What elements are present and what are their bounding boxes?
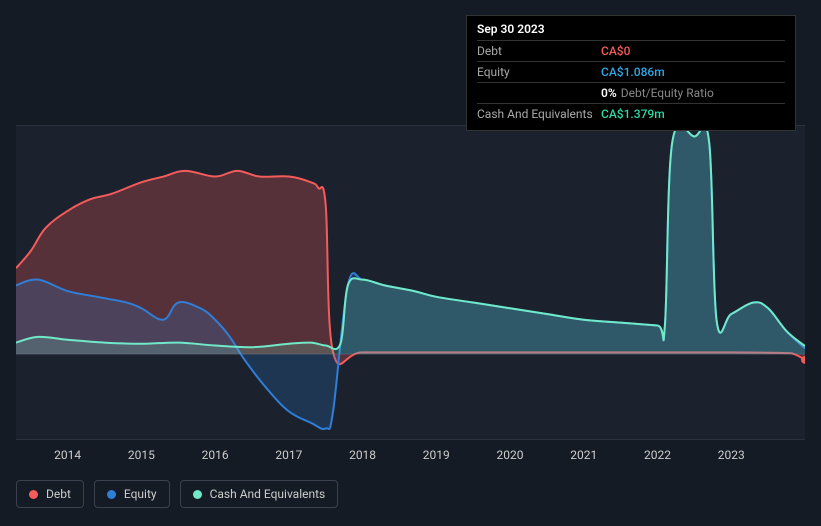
x-axis-label: 2020 <box>497 448 524 462</box>
tooltip-row-value: 0%Debt/Equity Ratio <box>601 86 714 100</box>
x-axis-labels: 2014 2015 2016 2017 2018 2019 2020 2021 2022 2023 <box>16 448 805 466</box>
legend-label: Debt <box>46 487 71 501</box>
tooltip-date: Sep 30 2023 <box>477 22 785 41</box>
area-chart <box>16 125 805 440</box>
tooltip-row-value: CA$1.379m <box>601 107 665 121</box>
debt-legend-dot-icon <box>29 490 38 499</box>
cash-legend-dot-icon <box>193 490 202 499</box>
tooltip-row-label: Cash And Equivalents <box>477 107 601 121</box>
x-axis-label: 2015 <box>128 448 155 462</box>
tooltip-row: DebtCA$0 <box>477 41 785 62</box>
x-axis-label: 2014 <box>54 448 81 462</box>
tooltip-row: EquityCA$1.086m <box>477 62 785 83</box>
chart-tooltip: Sep 30 2023 DebtCA$0EquityCA$1.086m0%Deb… <box>466 15 796 131</box>
tooltip-row-label <box>477 86 601 100</box>
chart-area <box>16 125 805 440</box>
equity-legend-dot-icon <box>107 490 116 499</box>
x-axis-label: 2017 <box>275 448 302 462</box>
chart-legend: Debt Equity Cash And Equivalents <box>16 480 338 508</box>
legend-item-equity[interactable]: Equity <box>94 480 170 508</box>
x-axis-label: 2018 <box>349 448 376 462</box>
tooltip-row-value: CA$1.086m <box>601 65 665 79</box>
legend-label: Cash And Equivalents <box>210 487 326 501</box>
x-axis-label: 2016 <box>202 448 229 462</box>
tooltip-row-value: CA$0 <box>601 44 630 58</box>
x-axis-label: 2019 <box>423 448 450 462</box>
x-axis-label: 2021 <box>570 448 597 462</box>
legend-item-cash[interactable]: Cash And Equivalents <box>180 480 339 508</box>
x-axis-label: 2023 <box>718 448 745 462</box>
tooltip-row: 0%Debt/Equity Ratio <box>477 83 785 104</box>
x-axis-label: 2022 <box>644 448 671 462</box>
tooltip-row-label: Equity <box>477 65 601 79</box>
legend-label: Equity <box>124 487 157 501</box>
tooltip-row: Cash And EquivalentsCA$1.379m <box>477 104 785 124</box>
legend-item-debt[interactable]: Debt <box>16 480 84 508</box>
tooltip-row-label: Debt <box>477 44 601 58</box>
